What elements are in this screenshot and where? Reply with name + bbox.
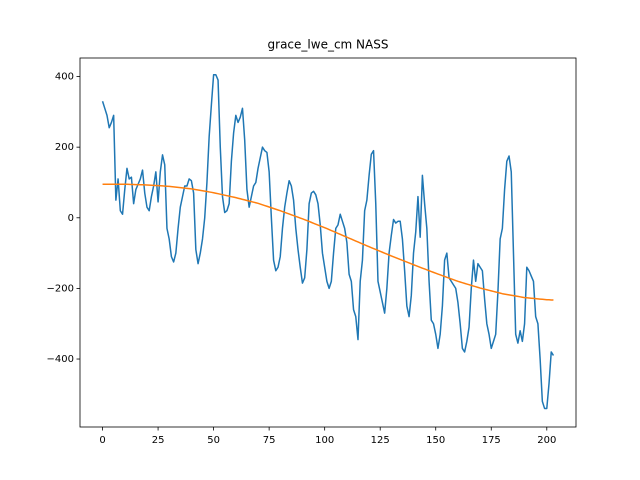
x-tick-label: 100 (315, 435, 334, 446)
chart-title: grace_lwe_cm NASS (268, 38, 389, 52)
x-tick-label: 125 (371, 435, 390, 446)
y-tick-label: 200 (55, 142, 74, 153)
y-tick-label: −400 (47, 354, 74, 365)
y-tick-label: −200 (47, 283, 74, 294)
y-tick-label: 0 (68, 213, 74, 224)
x-tick-label: 50 (207, 435, 220, 446)
x-tick-label: 200 (537, 435, 556, 446)
x-tick-label: 75 (263, 435, 276, 446)
x-tick-label: 0 (99, 435, 105, 446)
y-tick-label: 400 (55, 72, 74, 83)
data-line (102, 183, 554, 301)
plot-frame (79, 57, 577, 428)
data-line (101, 74, 555, 410)
x-tick-label: 175 (482, 435, 501, 446)
x-tick-label: 25 (152, 435, 165, 446)
x-tick-label: 150 (426, 435, 445, 446)
